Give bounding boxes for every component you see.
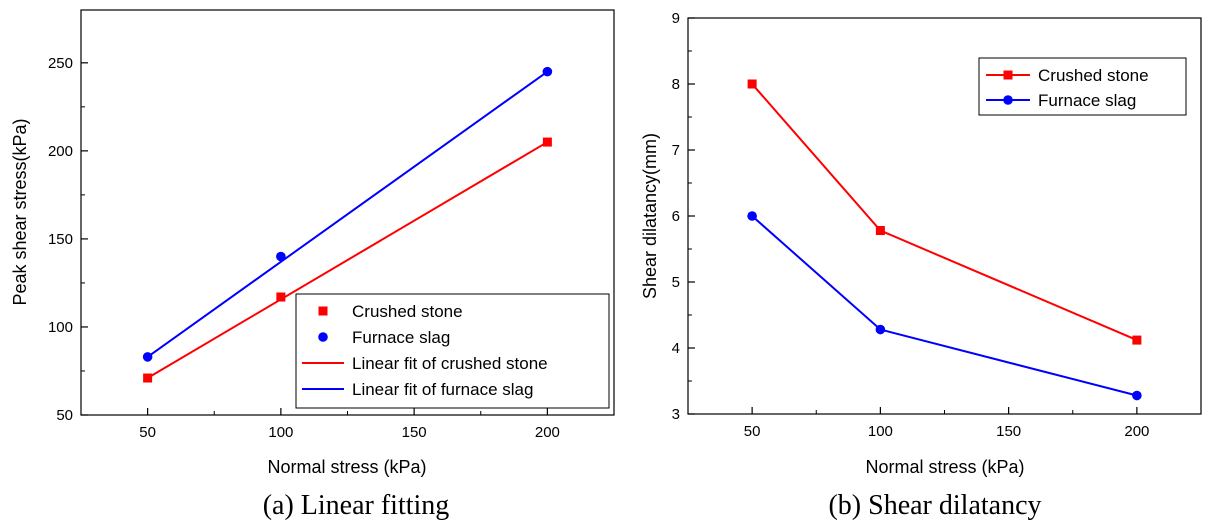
chart-a-x-tick-label: 200 [535, 424, 560, 441]
chart-b-y-axis-title: Shear dilatancy(mm) [640, 133, 660, 299]
chart-b-x-tick-label: 200 [1124, 423, 1149, 440]
chart-b-legend-label-crushed-stone: Crushed stone [1038, 66, 1149, 85]
chart-b-x-tick-label: 100 [868, 423, 893, 440]
chart-a-series-line-linear-fit-of-furnace-slag [147, 70, 548, 358]
chart-a-y-tick-label: 100 [48, 319, 73, 336]
chart-b-legend: Crushed stone Furnace slag [978, 57, 1187, 116]
chart-b-y-tick-label: 3 [672, 406, 680, 423]
chart-b-legend-marker-crushed-stone [1003, 70, 1013, 80]
chart-b: 50 100 150 200 3 4 5 6 7 8 9 Normal stress (kPa) S… [640, 10, 1202, 521]
chart-b-point-furnace-slag [1132, 390, 1142, 401]
chart-b-series-line-furnace-slag [751, 215, 1138, 397]
chart-b-series [747, 79, 1142, 401]
chart-b-legend-label-furnace-slag: Furnace slag [1038, 91, 1136, 110]
chart-a-y-tick-label: 200 [48, 143, 73, 160]
chart-b-y-tick-label: 8 [672, 76, 680, 93]
chart-a-caption: (a) Linear fitting [263, 490, 450, 521]
chart-b-x-tick-label: 50 [744, 423, 761, 440]
chart-a-x-tick-label: 50 [139, 424, 156, 441]
chart-a-ticks: 50 100 150 200 50 100 150 200 250 [48, 55, 560, 441]
chart-b-point-furnace-slag [875, 324, 886, 335]
chart-b-y-tick-label: 7 [672, 142, 680, 159]
chart-a-y-tick-label: 150 [48, 231, 73, 248]
chart-a-legend-label-linear-fit-of-furnace-slag: Linear fit of furnace slag [352, 380, 533, 399]
chart-a-series [142, 66, 553, 383]
chart-b-ticks: 50 100 150 200 3 4 5 6 7 8 9 [672, 10, 1150, 440]
chart-b-series-line-crushed-stone [751, 83, 1138, 341]
chart-b-x-tick-label: 150 [996, 423, 1021, 440]
chart-a-y-tick-label: 250 [48, 55, 73, 72]
chart-b-caption: (b) Shear dilatancy [828, 490, 1041, 521]
chart-a: 50 100 150 200 50 100 150 200 250 Normal stress … [10, 9, 615, 521]
chart-b-y-tick-label: 9 [672, 10, 680, 27]
chart-a-legend-label-furnace-slag: Furnace slag [352, 328, 450, 347]
chart-b-legend-box [978, 57, 1187, 116]
chart-a-legend-box [295, 293, 610, 409]
chart-b-point-crushed-stone [1132, 335, 1142, 345]
chart-b-legend-marker-furnace-slag [1003, 95, 1013, 105]
chart-b-y-tick-label: 4 [672, 340, 680, 357]
chart-a-point-crushed-stone [276, 292, 286, 302]
chart-a-series-line-linear-fit-of-crushed-stone [147, 141, 548, 379]
chart-a-legend-label-linear-fit-of-crushed-stone: Linear fit of crushed stone [352, 354, 548, 373]
chart-a-x-tick-label: 150 [402, 424, 427, 441]
chart-b-x-axis-title: Normal stress (kPa) [865, 457, 1024, 477]
chart-a-x-axis-title: Normal stress (kPa) [267, 457, 426, 477]
chart-b-y-tick-label: 6 [672, 208, 680, 225]
chart-b-point-crushed-stone [747, 79, 757, 89]
chart-b-point-crushed-stone [875, 226, 885, 236]
chart-a-y-tick-label: 50 [56, 407, 73, 424]
chart-a-y-axis-title: Peak shear stress(kPa) [10, 118, 30, 305]
chart-a-legend-label-crushed-stone: Crushed stone [352, 302, 463, 321]
chart-b-y-tick-label: 5 [672, 274, 680, 291]
chart-a-legend-marker-crushed-stone [318, 306, 328, 316]
chart-a-legend-marker-furnace-slag [318, 332, 328, 342]
chart-a-legend: Crushed stone Furnace slag Linear fit of c… [295, 293, 610, 409]
chart-b-point-furnace-slag [747, 211, 757, 221]
chart-a-x-tick-label: 100 [268, 424, 293, 441]
